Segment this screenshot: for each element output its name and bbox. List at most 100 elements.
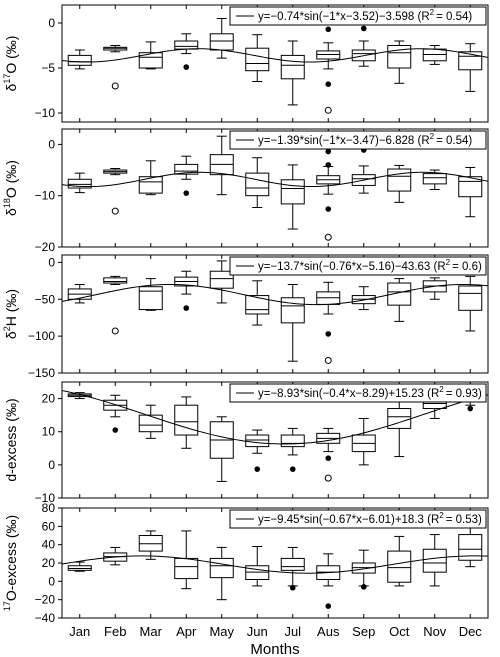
fit-legend-box	[229, 6, 487, 26]
fit-equation: y=−13.7*sin(−0.76*x−5.16)−43.63 (R2 = 0.6…	[258, 258, 482, 273]
y-axis-label: d-excess (‰)	[3, 398, 19, 481]
y-tick-label: −10	[35, 189, 56, 203]
plot-frame	[61, 128, 489, 248]
y-tick-label: −150	[28, 366, 55, 380]
box-iqr	[67, 178, 92, 189]
box-May	[209, 416, 234, 482]
outlier-filled	[289, 584, 296, 591]
box-Feb	[103, 394, 128, 418]
box-Feb	[103, 275, 128, 285]
fit-equation: y=−0.74*sin(−1*x−3.52)−3.598 (R2 = 0.54)	[258, 8, 472, 23]
box-iqr	[422, 173, 447, 185]
outlier-filled	[325, 455, 332, 462]
box-Apr	[174, 33, 199, 55]
panel-4: 20 10 0 −10 d-excess (‰) y=−8.93*sin(−0.4*x−8…	[3, 381, 489, 505]
fit-r2-value: = 0.53)	[446, 514, 482, 526]
box-iqr	[422, 548, 447, 573]
y-tick-label: −10	[35, 491, 56, 505]
box-iqr	[280, 179, 305, 205]
outlier-filled	[112, 427, 119, 433]
box-Jun	[245, 34, 270, 82]
fit-equation-text: y=−9.45*sin(−0.67*x−6.01)+18.3 (R	[258, 514, 439, 526]
box-iqr	[174, 40, 199, 50]
plot-frame	[61, 381, 489, 499]
box-Mar	[138, 41, 163, 70]
outlier-open	[111, 82, 119, 90]
y-tick-label: 60	[42, 519, 56, 533]
box-Jul	[280, 164, 305, 230]
fit-r2-value: = 0.6)	[452, 261, 482, 273]
box-Jul	[280, 427, 305, 456]
box-Jun	[245, 157, 270, 208]
box-iqr	[138, 414, 163, 433]
fit-curve	[61, 390, 489, 445]
fit-r2-value: = 0.54)	[436, 11, 472, 23]
box-May	[209, 546, 234, 601]
x-tick-label: Jun	[247, 624, 268, 639]
y-axis-label-main: O (‰)	[3, 36, 19, 74]
panel-1: 0 −5 −10 δ17O (‰) y=−0.74*sin(−1*x−3.52)−3.5…	[2, 4, 489, 123]
box-Nov	[422, 534, 447, 587]
box-iqr	[209, 33, 234, 51]
outlier-filled	[325, 26, 332, 33]
outlier-filled	[325, 331, 332, 337]
outlier-open	[324, 356, 332, 364]
outlier-filled	[254, 466, 261, 472]
x-tick-label: Dec	[459, 624, 483, 639]
box-Jan	[67, 172, 92, 194]
fit-equation-text: y=−8.93*sin(−0.4*x−8.29)+15.23 (R	[258, 388, 439, 400]
box-Jan	[67, 49, 92, 70]
box-Jan	[67, 392, 92, 400]
y-tick-label: 10	[42, 425, 56, 439]
box-Sep	[351, 165, 376, 194]
y-axis-label-main: H (‰)	[3, 289, 19, 326]
fit-legend-box	[229, 256, 487, 276]
box-Aus	[316, 281, 341, 315]
y-axis-label: δ18O (‰)	[2, 160, 19, 216]
box-Oct	[387, 164, 412, 203]
outlier-filled	[325, 81, 332, 87]
y-tick-label: 0	[48, 137, 55, 151]
box-Oct	[387, 40, 412, 84]
y-axis-label: δ17O (‰)	[2, 36, 19, 92]
box-iqr	[245, 47, 270, 72]
x-axis-title: Months	[250, 641, 299, 657]
box-Nov	[422, 277, 447, 300]
box-iqr	[280, 434, 305, 448]
box-iqr	[387, 282, 412, 306]
box-Mar	[138, 160, 163, 196]
y-tick-label: 20	[42, 392, 56, 406]
outlier-open	[324, 233, 332, 241]
y-axis-label: 17O-excess (‰)	[2, 515, 19, 611]
x-tick-label: Sep	[352, 624, 375, 639]
fit-equation-text: y=−13.7*sin(−0.76*x−5.16)−43.63 (R	[258, 261, 446, 273]
y-tick-label: −20	[35, 593, 56, 607]
box-May	[209, 135, 234, 196]
outlier-filled	[325, 148, 332, 155]
y-tick-label: 0	[48, 458, 55, 472]
y-tick-label: 40	[42, 538, 56, 552]
box-iqr	[245, 295, 270, 315]
y-tick-label: 80	[42, 501, 56, 515]
box-Jul	[280, 284, 305, 362]
box-Aus	[316, 553, 341, 587]
plot-frame	[61, 254, 489, 374]
box-Oct	[387, 278, 412, 322]
outlier-open	[324, 474, 332, 482]
fit-legend-box	[229, 130, 487, 150]
outlier-filled	[467, 405, 474, 412]
panel-5: 80 60 40 20 0 −20 −40 17O-excess (‰) y=−9.45*sin…	[2, 501, 489, 625]
box-iqr	[67, 54, 92, 66]
fit-equation: y=−1.39*sin(−1*x−3.47)−6.828 (R2 = 0.54)	[258, 132, 472, 147]
fit-r2-value: = 0.93)	[446, 388, 482, 400]
fit-r2-sup: 2	[439, 385, 444, 394]
fit-r2-sup: 2	[446, 258, 451, 267]
fit-r2-value: = 0.54)	[436, 135, 472, 147]
fit-legend-box	[229, 509, 487, 529]
outlier-filled	[289, 466, 296, 472]
outlier-open	[324, 106, 332, 114]
box-Apr	[174, 530, 199, 590]
y-tick-label: −10	[35, 106, 56, 120]
outlier-filled	[325, 206, 332, 212]
